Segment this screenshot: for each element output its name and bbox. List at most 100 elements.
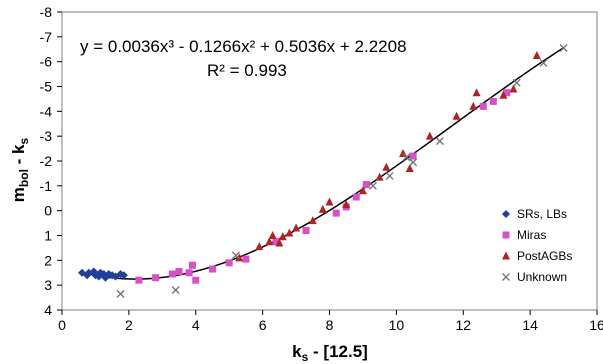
data-point-miras: [208, 265, 216, 273]
data-point-postagbs: [268, 231, 277, 239]
y-tick-label: -8: [40, 4, 53, 20]
axes: [57, 11, 598, 315]
data-point-unknown: [116, 289, 125, 298]
series-unknown: [116, 44, 568, 298]
x-tick-label: 6: [259, 317, 267, 333]
data-point-miras: [152, 274, 160, 282]
data-point-miras: [302, 227, 310, 235]
plot-frame: [61, 11, 598, 311]
y-tick-label: -1: [40, 178, 53, 194]
data-point-unknown: [231, 251, 240, 260]
data-point-postagbs: [452, 111, 461, 120]
legend-item-unknown: Unknown: [502, 270, 567, 284]
x-tick-label: 14: [522, 317, 538, 333]
legend-item-postagbs: PostAGBs: [502, 249, 572, 263]
legend-marker-srs-lbs: [502, 210, 510, 218]
y-tick-label: -4: [40, 103, 53, 119]
data-point-miras: [409, 152, 417, 160]
data-point-miras: [272, 238, 280, 246]
data-point-unknown: [402, 153, 411, 162]
legend-label-srs-lbs: SRs, LBs: [517, 207, 567, 221]
data-point-postagbs: [509, 84, 518, 93]
x-tick-label: 4: [192, 317, 200, 333]
data-point-miras: [185, 269, 193, 277]
y-tick-label: 4: [44, 302, 52, 318]
y-tick-label: -2: [40, 153, 53, 169]
data-point-postagbs: [469, 101, 478, 110]
data-point-postagbs: [285, 228, 294, 237]
y-tick-label: -3: [40, 128, 53, 144]
series-miras: [135, 89, 511, 284]
data-point-unknown: [409, 158, 418, 167]
data-point-unknown: [512, 78, 521, 87]
x-tick-label: 8: [326, 317, 334, 333]
data-point-miras: [503, 89, 511, 97]
data-point-miras: [175, 268, 183, 276]
series-postagbs: [235, 50, 541, 262]
r-squared-label: R² = 0.993: [207, 61, 287, 80]
data-point-miras: [135, 276, 143, 284]
legend-label-miras: Miras: [517, 228, 546, 242]
data-point-unknown: [385, 171, 394, 180]
data-point-unknown: [539, 58, 548, 67]
data-point-srs-lbs: [119, 271, 128, 280]
data-point-miras: [332, 209, 340, 217]
data-point-postagbs: [358, 186, 367, 195]
legend-item-miras: Miras: [502, 228, 546, 242]
data-point-postagbs: [472, 88, 481, 97]
legend-marker-miras: [502, 231, 510, 239]
data-point-miras: [188, 261, 196, 269]
y-tick-label: -7: [40, 29, 53, 45]
legend-label-postagbs: PostAGBs: [517, 249, 572, 263]
x-axis-title: ks - [12.5]: [292, 342, 368, 364]
data-point-postagbs: [308, 216, 317, 225]
trendline-equation: y = 0.0036x³ - 0.1266x² + 0.5036x + 2.22…: [80, 37, 407, 56]
x-tick-label: 0: [58, 317, 66, 333]
data-point-unknown: [435, 137, 444, 146]
data-point-postagbs: [499, 90, 508, 99]
data-point-miras: [192, 276, 200, 284]
y-tick-label: -5: [40, 79, 53, 95]
legend-marker-postagbs: [502, 251, 510, 260]
y-tick-label: 3: [44, 277, 52, 293]
data-point-unknown: [369, 181, 377, 190]
data-point-postagbs: [405, 163, 414, 172]
data-point-postagbs: [275, 238, 284, 247]
y-tick-label: 2: [44, 252, 52, 268]
data-point-miras: [168, 270, 176, 278]
data-point-postagbs: [425, 131, 434, 140]
data-point-postagbs: [292, 223, 301, 232]
data-point-postagbs: [382, 162, 391, 171]
data-point-postagbs: [342, 199, 351, 208]
y-tick-label: 1: [44, 228, 52, 244]
data-point-miras: [352, 193, 360, 201]
data-point-unknown: [559, 44, 568, 52]
y-axis-title: mbol - ks: [9, 138, 31, 203]
data-point-postagbs: [325, 197, 334, 206]
data-point-miras: [242, 255, 250, 263]
x-tick-label: 16: [589, 317, 603, 333]
data-point-postagbs: [235, 253, 244, 262]
data-point-miras: [362, 181, 370, 189]
data-point-unknown: [171, 286, 180, 295]
data-point-postagbs: [375, 172, 384, 181]
data-point-miras: [479, 102, 487, 110]
data-point-miras: [489, 97, 497, 105]
data-point-postagbs: [532, 50, 541, 59]
x-tick-label: 2: [125, 317, 133, 333]
series-srs-lbs: [78, 267, 128, 282]
data-point-postagbs: [318, 204, 327, 213]
y-tick-label: 0: [44, 203, 52, 219]
legend-item-srs-lbs: SRs, LBs: [502, 207, 567, 221]
x-tick-label: 10: [389, 317, 405, 333]
data-point-miras: [225, 259, 233, 267]
legend-label-unknown: Unknown: [517, 270, 567, 284]
legend: SRs, LBs Miras PostAGBs Unknown: [502, 207, 572, 284]
legend-marker-unknown: [502, 273, 510, 281]
x-tick-label: 12: [455, 317, 471, 333]
data-points: [78, 44, 568, 298]
y-tick-label: -6: [40, 54, 53, 70]
plot-area: [61, 11, 598, 311]
